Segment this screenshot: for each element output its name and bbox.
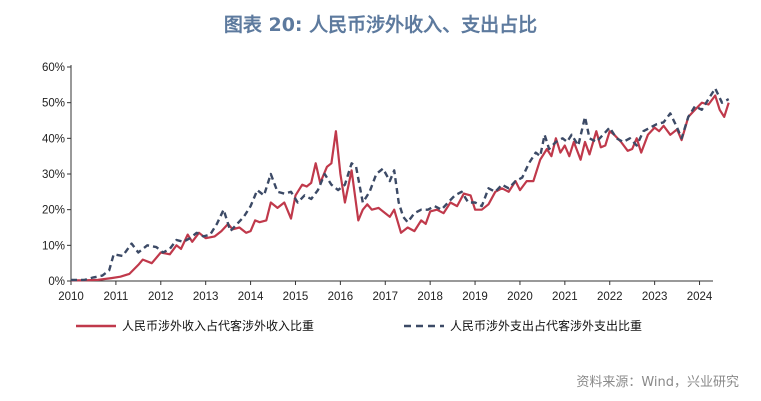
x-tick-label: 2014 (238, 291, 264, 303)
x-tick-label: 2015 (283, 291, 309, 303)
x-tick-label: 2022 (597, 291, 623, 303)
y-tick-label: 30% (42, 169, 65, 181)
y-axis: 0% 10% 20% 30% 40% 50% 60% (42, 62, 72, 288)
legend-label-2: 人民币涉外支出占代客涉外支出比重 (450, 318, 642, 333)
x-tick-label: 2019 (462, 291, 488, 303)
series-lines (71, 87, 730, 282)
y-tick-label: 0% (48, 276, 65, 288)
x-tick-label: 2013 (193, 291, 219, 303)
legend: 人民币涉外收入占代客涉外收入比重 人民币涉外支出占代客涉外支出比重 (76, 318, 642, 333)
x-tick-label: 2018 (417, 291, 443, 303)
x-tick-label: 2017 (372, 291, 398, 303)
x-tick-label: 2016 (328, 291, 354, 303)
series-line-1 (71, 94, 730, 282)
x-tick-label: 2021 (552, 291, 578, 303)
y-tick-label: 40% (42, 133, 65, 145)
x-tick-label: 2011 (104, 291, 129, 303)
x-tick-label: 2024 (687, 291, 713, 303)
series-line-2 (71, 87, 730, 282)
x-tick-label: 2020 (507, 291, 533, 303)
chart-title: 图表 20: 人民币涉外收入、支出占比 (223, 14, 538, 36)
x-tick-label: 2010 (58, 291, 84, 303)
source-note: 资料来源：Wind，兴业研究 (576, 375, 739, 390)
x-axis: 2010 2011 2012 2013 2014 2015 2016 2017 2018 2019… (58, 280, 713, 303)
legend-label-1: 人民币涉外收入占代客涉外收入比重 (122, 318, 314, 333)
x-tick-label: 2023 (642, 291, 668, 303)
y-tick-label: 50% (42, 98, 65, 110)
y-tick-label: 10% (42, 240, 65, 252)
y-tick-label: 60% (42, 62, 65, 74)
x-tick-label: 2012 (148, 291, 174, 303)
y-tick-label: 20% (42, 205, 65, 217)
